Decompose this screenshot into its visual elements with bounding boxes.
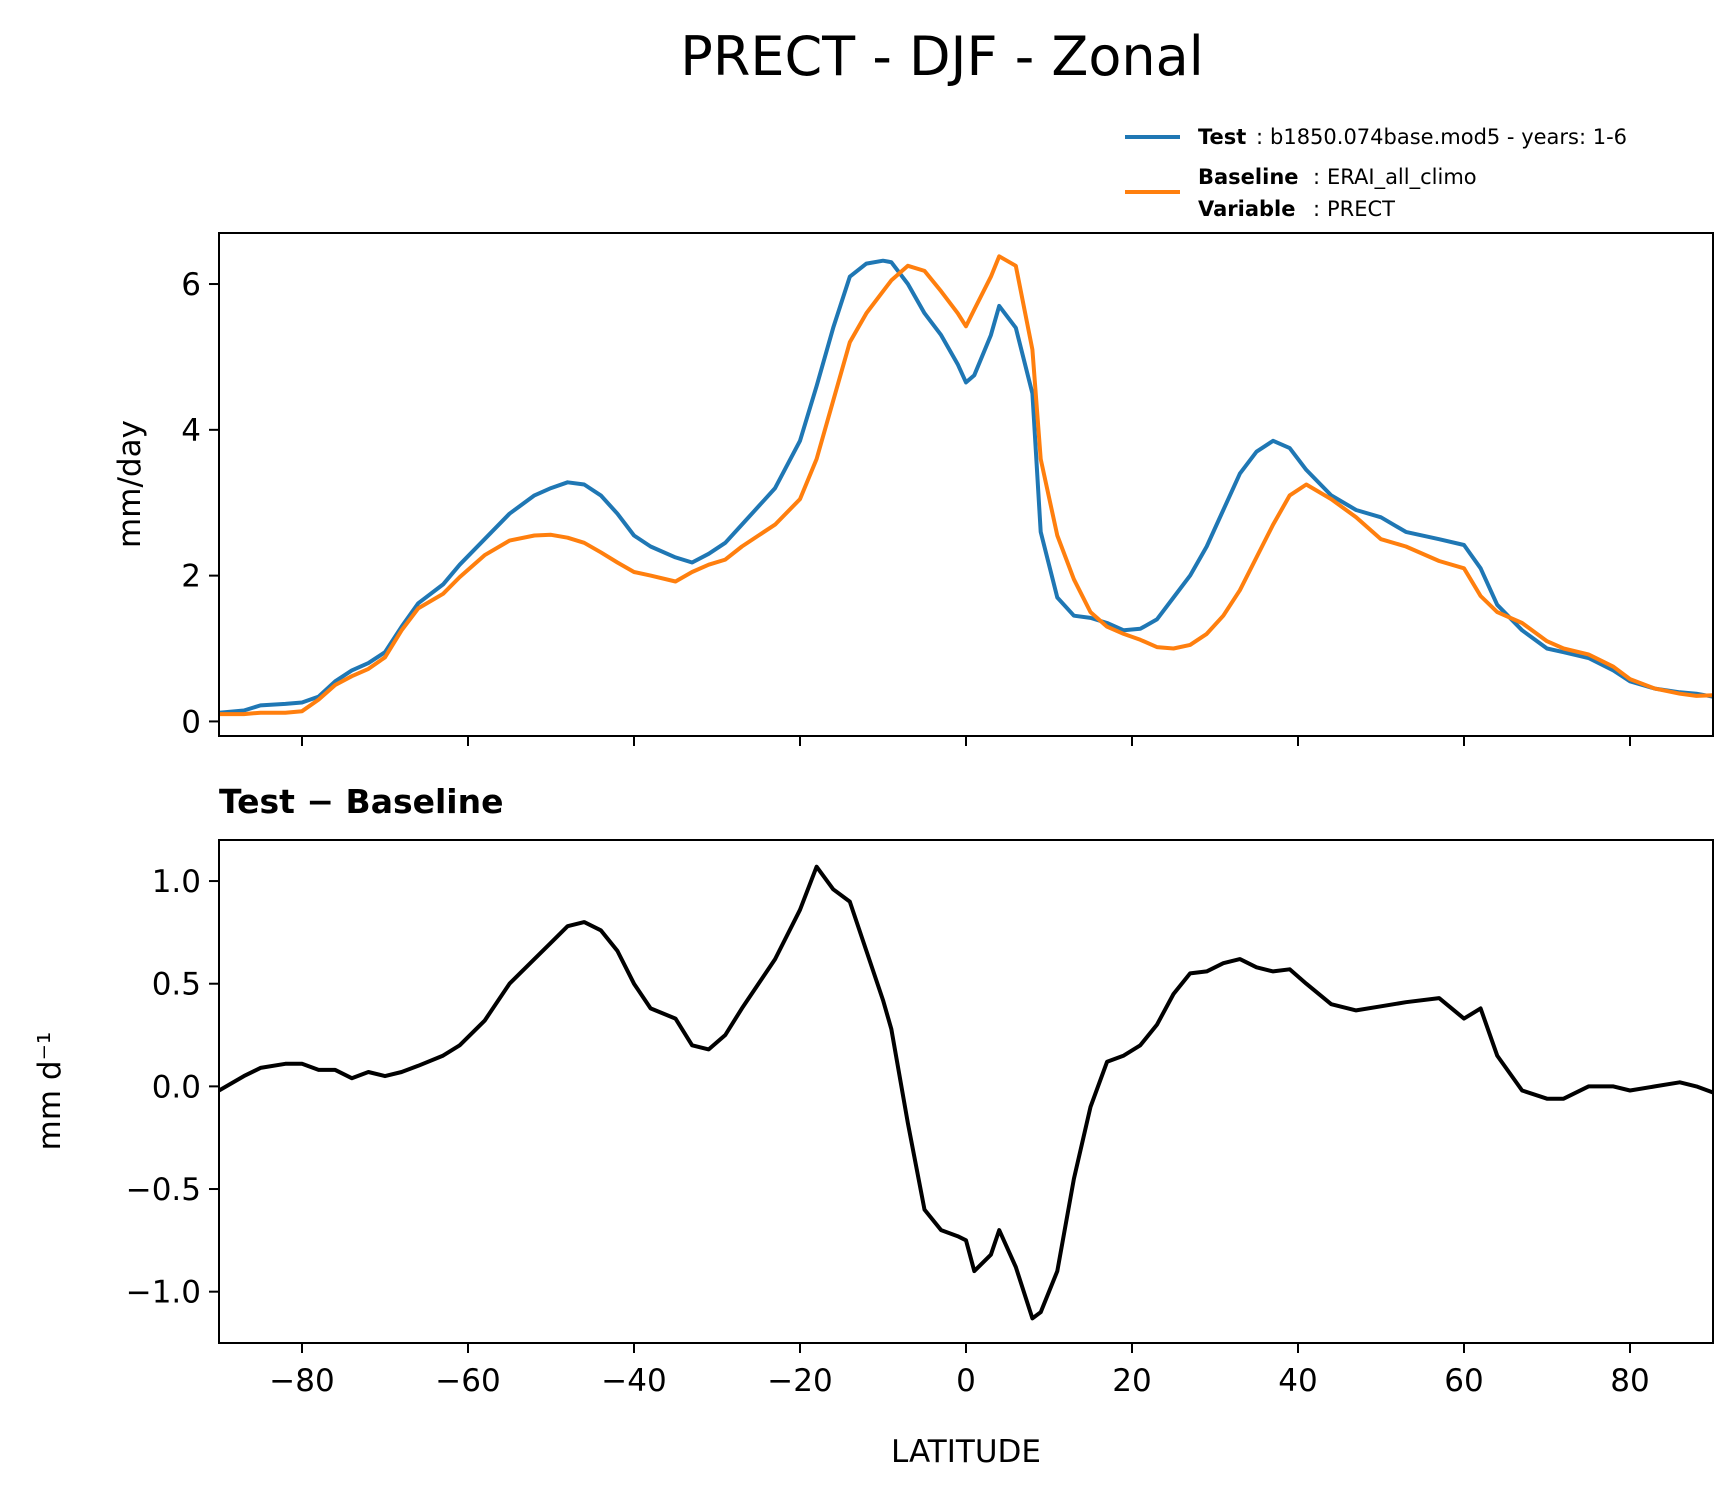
bottom-xtick-label: −60 bbox=[435, 1363, 500, 1399]
bottom-xlabel: LATITUDE bbox=[891, 1434, 1041, 1470]
legend-test-value: b1850.074base.mod5 - years: 1-6 bbox=[1270, 125, 1627, 149]
top-ytick-label: 4 bbox=[181, 413, 201, 449]
bottom-ytick-label: 0.5 bbox=[152, 967, 201, 1003]
figure-title: PRECT - DJF - Zonal bbox=[680, 25, 1203, 88]
top-axes: 0 2 4 6 bbox=[181, 267, 1631, 746]
bottom-xtick-label: −40 bbox=[601, 1363, 666, 1399]
bottom-panel-title: Test − Baseline bbox=[219, 782, 504, 821]
top-ytick-label: 6 bbox=[181, 267, 201, 303]
legend-baseline-sep: : bbox=[1313, 165, 1320, 189]
top-series-baseline bbox=[219, 254, 1713, 717]
bottom-ytick-label: 1.0 bbox=[152, 864, 201, 900]
bottom-xtick-label: 40 bbox=[1278, 1363, 1317, 1399]
bottom-ytick-label: −1.0 bbox=[126, 1275, 201, 1311]
legend: Test : b1850.074base.mod5 - years: 1-6 B… bbox=[1125, 125, 1627, 221]
bottom-xtick-label: −80 bbox=[269, 1363, 334, 1399]
bottom-series-group bbox=[219, 864, 1713, 1321]
top-plot-frame bbox=[218, 232, 1714, 737]
top-series-group bbox=[219, 254, 1713, 717]
top-ytick-label: 2 bbox=[181, 559, 201, 595]
bottom-ylabel: mm d⁻¹ bbox=[32, 1032, 68, 1151]
bottom-panel: Test − Baseline −1.0−0.50.00.51.0−80 −60−… bbox=[32, 782, 1714, 1470]
top-ylabel: mm/day bbox=[112, 420, 148, 548]
legend-variable-key: Variable bbox=[1198, 197, 1295, 221]
bottom-xtick-label: 60 bbox=[1444, 1363, 1483, 1399]
bottom-xtick-label: 0 bbox=[956, 1363, 976, 1399]
top-series-test bbox=[219, 258, 1713, 715]
legend-baseline-value: ERAI_all_climo bbox=[1327, 165, 1477, 190]
bottom-xtick-label: 20 bbox=[1112, 1363, 1151, 1399]
bottom-series-test-baseline bbox=[219, 864, 1713, 1321]
bottom-xtick-label: −20 bbox=[767, 1363, 832, 1399]
legend-baseline-key: Baseline bbox=[1198, 165, 1299, 189]
bottom-xtick-label: 80 bbox=[1610, 1363, 1649, 1399]
bottom-plot-frame bbox=[218, 839, 1714, 1344]
bottom-ytick-label: 0.0 bbox=[152, 1069, 201, 1105]
bottom-ytick-label: −0.5 bbox=[126, 1172, 201, 1208]
top-panel: 0 2 4 6 mm/day bbox=[112, 232, 1714, 746]
legend-variable-sep: : bbox=[1313, 197, 1320, 221]
bottom-axes: −1.0 −0.5 0.0 0.5 1.0 −80 −60 −40 −20 0 20 40 60 80 bbox=[126, 864, 1650, 1399]
top-ytick-label: 0 bbox=[181, 704, 201, 740]
legend-test-sep: : bbox=[1256, 125, 1263, 149]
legend-test-key: Test bbox=[1198, 125, 1246, 149]
legend-variable-value: PRECT bbox=[1327, 197, 1395, 221]
